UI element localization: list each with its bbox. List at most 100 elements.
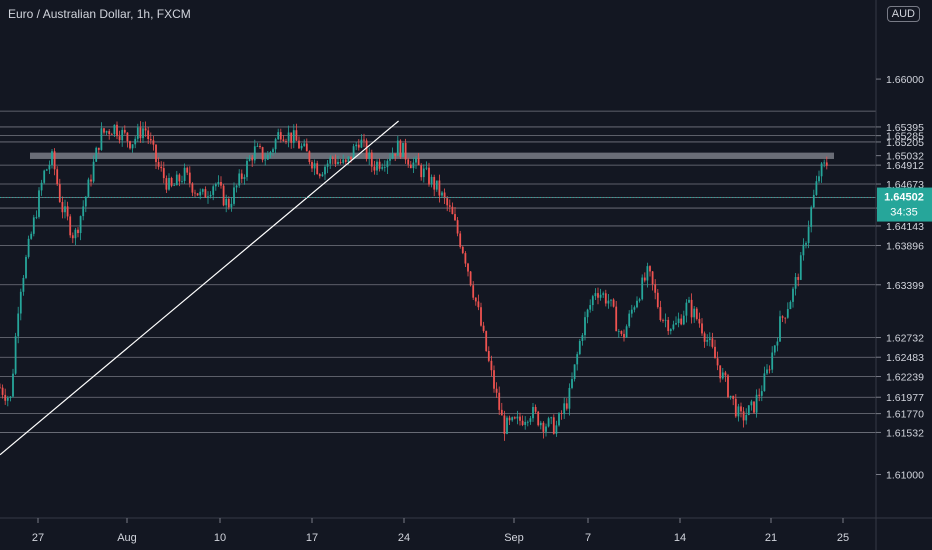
candle-body-43 — [110, 134, 113, 135]
candle-body-158 — [409, 164, 412, 169]
candle-body-33 — [84, 196, 87, 207]
candle-body-14 — [35, 216, 38, 218]
candle-body-105 — [272, 149, 274, 153]
candle-body-261 — [677, 318, 680, 324]
candle-body-163 — [422, 168, 425, 178]
candle-body-25 — [64, 206, 66, 213]
candle-body-41 — [105, 131, 108, 133]
y-tick-label-11: 1.62732 — [886, 333, 924, 345]
candle-body-46 — [118, 136, 121, 141]
candle-body-318 — [825, 162, 828, 166]
candle-body-179 — [464, 253, 467, 264]
candle-body-283 — [734, 398, 737, 417]
candle-body-16 — [40, 182, 43, 191]
candle-body-17 — [43, 170, 46, 183]
candle-body-82 — [212, 186, 215, 195]
candle-body-47 — [121, 129, 124, 141]
candle-body-52 — [134, 138, 137, 145]
candle-body-12 — [30, 233, 33, 239]
trendline[interactable] — [0, 120, 399, 456]
candle-body-142 — [368, 152, 371, 159]
candle-body-67 — [173, 185, 176, 187]
candle-body-19 — [48, 165, 51, 170]
candle-body-274 — [711, 338, 714, 347]
candle-body-164 — [425, 167, 428, 169]
y-tick-label-2: 1.65285 — [886, 131, 924, 143]
candle-body-267 — [693, 308, 696, 318]
candle-body-116 — [300, 145, 303, 149]
x-tick-label-9: 25 — [837, 532, 849, 544]
candle-body-68 — [175, 174, 178, 186]
candle-body-102 — [264, 159, 267, 161]
candle-body-154 — [399, 140, 402, 157]
candle-body-13 — [32, 217, 35, 234]
candle-body-225 — [584, 317, 586, 336]
candle-body-229 — [594, 293, 597, 297]
candle-body-49 — [126, 132, 129, 142]
candle-body-236 — [612, 299, 615, 307]
candle-body-316 — [820, 163, 823, 177]
candle-body-282 — [732, 395, 735, 399]
candle-body-307 — [797, 277, 800, 280]
candle-body-36 — [92, 161, 95, 182]
candle-body-293 — [760, 391, 763, 396]
candle-body-127 — [329, 157, 332, 164]
candle-body-220 — [571, 379, 573, 388]
candle-body-88 — [227, 198, 230, 208]
candle-body-193 — [500, 409, 503, 416]
candle-body-104 — [269, 152, 272, 155]
candle-body-191 — [495, 388, 498, 393]
candle-body-231 — [599, 294, 602, 298]
currency-badge[interactable]: AUD — [886, 6, 920, 22]
candle-body-31 — [79, 216, 82, 234]
candle-body-315 — [818, 176, 820, 182]
candle-body-256 — [664, 319, 667, 321]
candle-body-28 — [71, 235, 74, 239]
time-axis[interactable]: 27 Aug 10 17 24 Sep 7 14 21 25 — [32, 518, 849, 544]
candle-body-135 — [350, 156, 352, 160]
last-price-tag: 1.64502 34:35 — [877, 187, 932, 222]
candle-body-275 — [714, 346, 716, 359]
candle-body-77 — [199, 191, 202, 196]
symbol-title[interactable]: Euro / Australian Dollar, 1h, FXCM — [8, 7, 191, 21]
candle-body-302 — [784, 317, 787, 319]
candle-body-109 — [282, 139, 285, 141]
candle-body-216 — [560, 413, 563, 415]
candle-body-277 — [719, 365, 722, 379]
candle-body-115 — [298, 140, 300, 149]
candle-body-265 — [688, 299, 690, 303]
candle-body-286 — [742, 411, 745, 421]
candle-body-126 — [326, 163, 329, 167]
bar-countdown: 34:35 — [890, 207, 918, 219]
candle-body-65 — [168, 177, 170, 190]
y-tick-label-3: 1.65205 — [886, 137, 924, 149]
y-tick-label-4: 1.65032 — [886, 151, 924, 163]
candle-body-145 — [376, 161, 378, 171]
candle-body-87 — [225, 198, 228, 206]
resistance-zone[interactable] — [30, 152, 834, 159]
candle-body-290 — [753, 401, 755, 413]
candle-body-42 — [108, 131, 111, 135]
candle-body-298 — [773, 345, 776, 353]
horizontal-levels — [0, 110, 876, 433]
candle-body-54 — [139, 127, 142, 139]
candle-body-147 — [381, 167, 384, 169]
candle-body-280 — [727, 375, 729, 398]
candle-body-170 — [441, 192, 443, 196]
x-tick-label-7: 14 — [674, 532, 686, 544]
candle-body-238 — [617, 331, 620, 332]
candle-body-75 — [194, 192, 196, 194]
candle-body-271 — [703, 333, 706, 342]
candle-body-81 — [209, 194, 212, 197]
candle-body-160 — [415, 158, 417, 163]
candle-body-84 — [217, 181, 220, 185]
candle-body-291 — [755, 394, 758, 413]
candle-body-310 — [805, 243, 807, 245]
x-tick-label-3: 17 — [306, 532, 318, 544]
candle-body-211 — [547, 418, 550, 427]
candle-body-44 — [113, 124, 116, 135]
candle-body-230 — [597, 293, 599, 298]
candle-body-90 — [233, 187, 235, 204]
